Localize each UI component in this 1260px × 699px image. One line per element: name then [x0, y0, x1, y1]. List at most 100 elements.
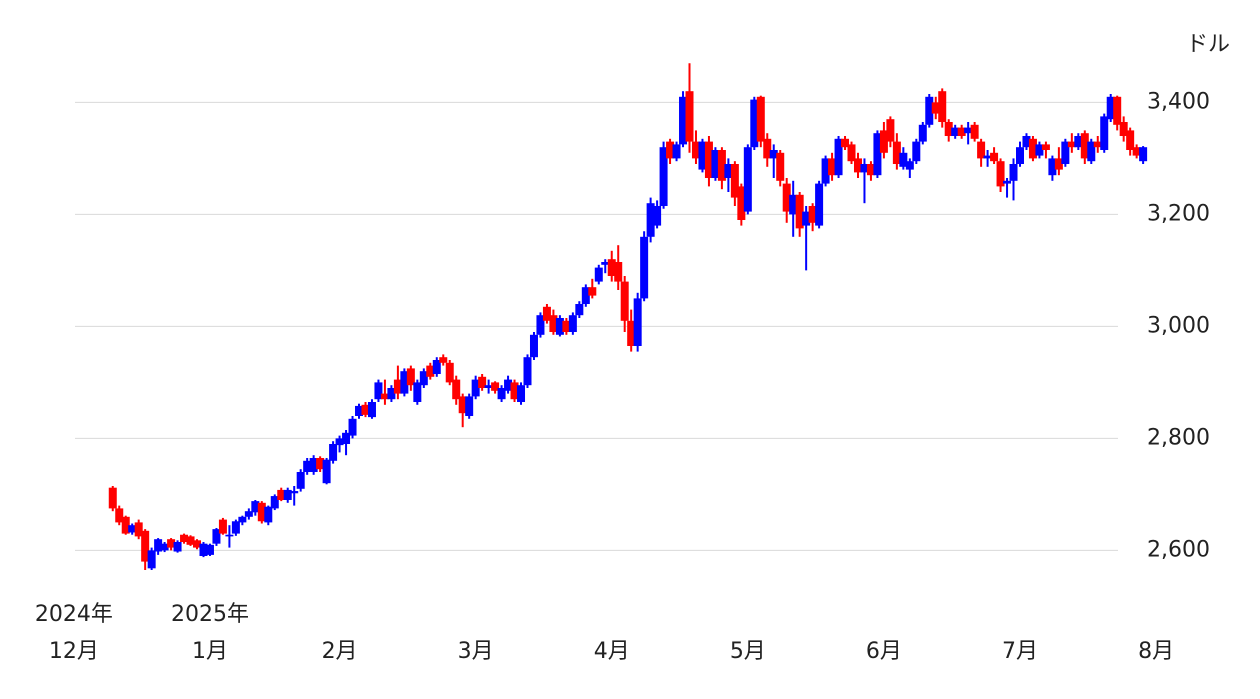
- candle-body: [458, 396, 467, 414]
- candle-body: [348, 418, 357, 436]
- candle-body: [892, 141, 901, 164]
- candle-body: [717, 150, 726, 181]
- candle-body: [633, 298, 642, 346]
- candle-body: [426, 365, 435, 377]
- candle-body: [1126, 130, 1135, 150]
- candle-body: [529, 334, 538, 358]
- candle-body: [257, 502, 266, 522]
- candle-body: [646, 203, 655, 237]
- candle-body: [737, 186, 746, 220]
- candle-body: [601, 262, 610, 265]
- x-tick-label: 1月: [192, 639, 228, 664]
- candle-body: [905, 161, 914, 170]
- candle-body: [303, 460, 312, 472]
- y-tick-label: 2,800: [1147, 425, 1210, 450]
- candle-body: [510, 382, 519, 400]
- candle-body: [251, 501, 260, 513]
- candle-body: [866, 164, 875, 176]
- candle-body: [938, 91, 947, 122]
- candle-body: [555, 318, 564, 335]
- candle-body: [1015, 147, 1024, 164]
- candle-body: [549, 315, 558, 332]
- candle-body: [594, 267, 603, 282]
- candle-body: [542, 306, 551, 321]
- candle-body: [517, 385, 526, 402]
- candle-body: [180, 534, 189, 542]
- candle-body: [730, 164, 739, 198]
- candle-body: [795, 194, 804, 229]
- x-tick-label: 12月: [49, 639, 99, 664]
- candle-body: [996, 161, 1005, 187]
- candle-body: [439, 357, 448, 363]
- candle-body: [491, 382, 500, 391]
- candle-body: [588, 287, 597, 296]
- candle-body: [374, 382, 383, 400]
- candle-body: [342, 432, 351, 444]
- candle-body: [1041, 144, 1050, 150]
- candle-body: [335, 438, 344, 446]
- candle-body: [1100, 116, 1109, 150]
- candle-body: [393, 379, 402, 394]
- y-tick-label: 3,400: [1147, 89, 1210, 114]
- candle-body: [620, 281, 629, 321]
- candle-body: [944, 122, 953, 136]
- candle-body: [218, 519, 227, 534]
- candle-body: [607, 259, 616, 276]
- candle-body: [387, 388, 396, 400]
- candle-body: [899, 152, 908, 167]
- candle-body: [355, 405, 364, 416]
- candle-body: [1132, 147, 1141, 156]
- candle-body: [406, 368, 415, 386]
- candle-body: [1106, 96, 1115, 120]
- candle-body: [1119, 122, 1128, 136]
- candle-body: [691, 141, 700, 159]
- candle-body: [808, 206, 817, 223]
- x-tick-label: 2月: [322, 639, 358, 664]
- candle-body: [277, 489, 286, 500]
- candle-body: [1067, 141, 1076, 148]
- candle-body: [108, 487, 117, 509]
- year-label: 2025年: [171, 602, 249, 627]
- candle-body: [879, 130, 888, 153]
- candle-body: [316, 458, 325, 470]
- candle-body: [653, 206, 662, 226]
- candle-body: [711, 150, 720, 178]
- candle-body: [141, 530, 150, 562]
- candle-body: [743, 147, 752, 212]
- candle-body: [380, 393, 389, 400]
- x-tick-label: 6月: [866, 639, 902, 664]
- candle-body: [763, 138, 772, 159]
- candle-body: [1061, 141, 1070, 164]
- candle-body: [659, 147, 668, 206]
- candle-body: [1028, 138, 1037, 159]
- candle-body: [581, 287, 590, 304]
- candle-body: [432, 360, 441, 374]
- candle-body: [1009, 164, 1018, 181]
- candle-body: [536, 315, 545, 335]
- candle-body: [361, 404, 370, 415]
- candle-body: [212, 529, 221, 544]
- candle-body: [167, 539, 176, 548]
- candle-body: [173, 542, 182, 552]
- candle-body: [970, 124, 979, 139]
- candle-body: [640, 236, 649, 299]
- candle-body: [841, 138, 850, 148]
- candle-body: [238, 516, 247, 523]
- candle-body: [367, 402, 376, 418]
- x-tick-label: 8月: [1138, 639, 1174, 664]
- candle-body: [471, 379, 480, 397]
- candle-body: [977, 141, 986, 159]
- candle-body: [445, 362, 454, 383]
- x-tick-label: 5月: [730, 639, 766, 664]
- candle-body: [614, 262, 623, 282]
- candle-body: [951, 127, 960, 136]
- candle-body: [322, 459, 331, 484]
- candle-body: [283, 489, 292, 500]
- candle-body: [160, 543, 169, 551]
- candle-body: [270, 496, 279, 509]
- candle-body: [1113, 96, 1122, 125]
- candle-body: [1035, 144, 1044, 156]
- candle-body: [562, 320, 571, 332]
- candle-body: [886, 119, 895, 142]
- candle-body: [815, 183, 824, 226]
